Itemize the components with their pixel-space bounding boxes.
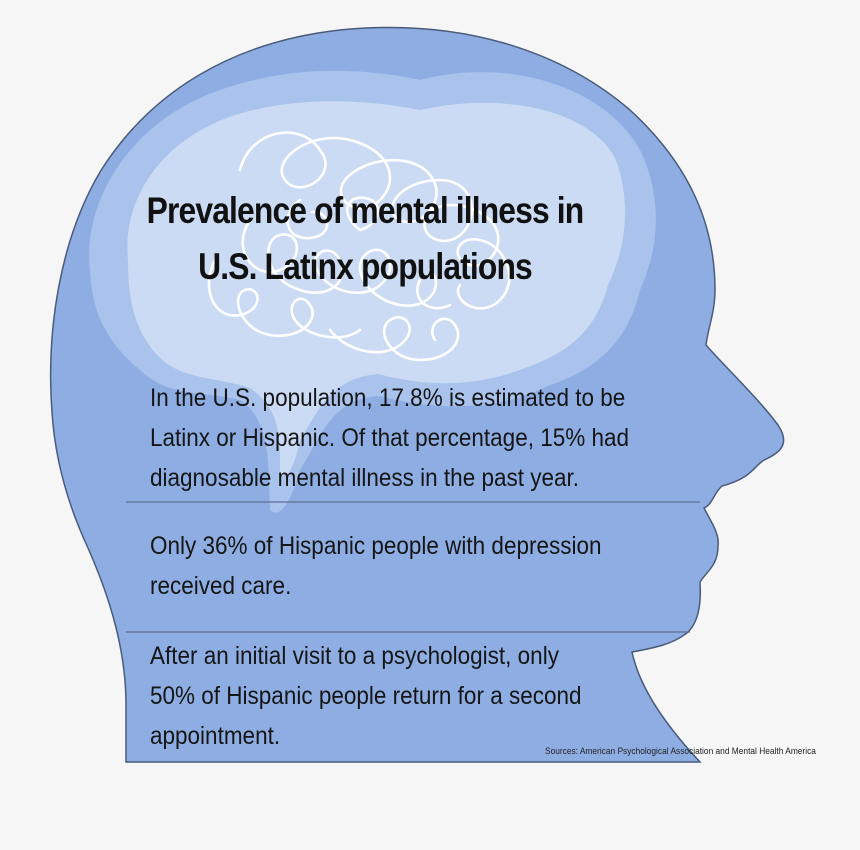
brain-scribble — [207, 131, 511, 362]
fact-3-line-2: 50% of Hispanic people return for a seco… — [150, 682, 582, 710]
fact-1-line-3: diagnosable mental illness in the past y… — [150, 464, 580, 492]
fact-1-line-1: In the U.S. population, 17.8% is estimat… — [150, 384, 626, 412]
fact-3-line-1: After an initial visit to a psychologist… — [150, 642, 559, 670]
title-line-1: Prevalence of mental illness in — [146, 190, 585, 231]
fact-2-line-2: received care. — [150, 572, 292, 600]
fact-2: Only 36% of Hispanic people with depress… — [150, 526, 654, 606]
fact-1: In the U.S. population, 17.8% is estimat… — [150, 378, 654, 498]
fact-2-line-1: Only 36% of Hispanic people with depress… — [150, 532, 602, 560]
fact-3-line-3: appointment. — [150, 722, 281, 750]
fact-3: After an initial visit to a psychologist… — [150, 636, 654, 756]
sources-note: Sources: American Psychological Associat… — [545, 746, 816, 757]
fact-1-line-2: Latinx or Hispanic. Of that percentage, … — [150, 424, 630, 452]
title-line-2: U.S. Latinx populations — [198, 246, 533, 287]
